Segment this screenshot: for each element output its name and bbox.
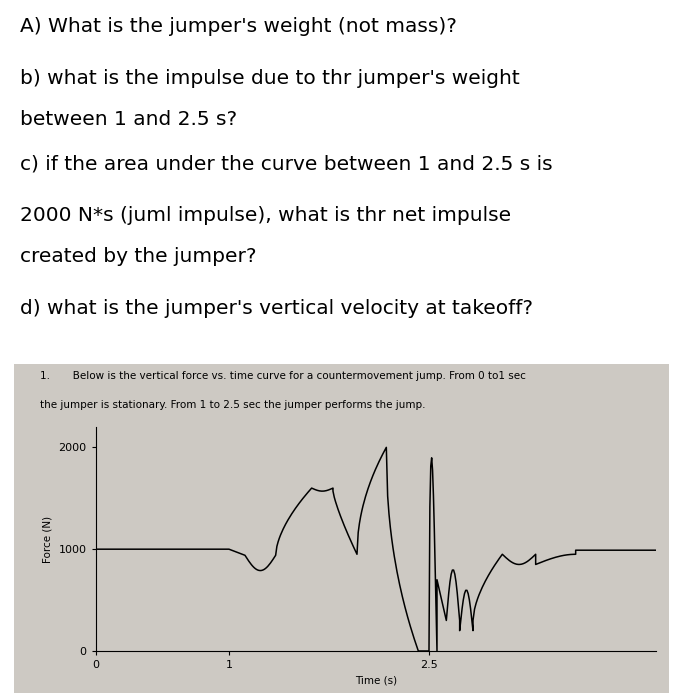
Y-axis label: Force (N): Force (N) (43, 515, 53, 563)
Text: c) if the area under the curve between 1 and 2.5 s is: c) if the area under the curve between 1… (20, 155, 553, 174)
Text: between 1 and 2.5 s?: between 1 and 2.5 s? (20, 110, 237, 129)
Text: A) What is the jumper's weight (not mass)?: A) What is the jumper's weight (not mass… (20, 18, 457, 36)
X-axis label: Time (s): Time (s) (354, 676, 397, 685)
Text: 2000 N*s (juml impulse), what is thr net impulse: 2000 N*s (juml impulse), what is thr net… (20, 206, 512, 225)
Text: the jumper is stationary. From 1 to 2.5 sec the jumper performs the jump.: the jumper is stationary. From 1 to 2.5 … (40, 400, 426, 410)
Text: d) what is the jumper's vertical velocity at takeoff?: d) what is the jumper's vertical velocit… (20, 298, 533, 318)
Text: b) what is the impulse due to thr jumper's weight: b) what is the impulse due to thr jumper… (20, 69, 520, 88)
Text: 1.       Below is the vertical force vs. time curve for a countermovement jump. : 1. Below is the vertical force vs. time … (40, 370, 526, 381)
Text: created by the jumper?: created by the jumper? (20, 247, 257, 266)
